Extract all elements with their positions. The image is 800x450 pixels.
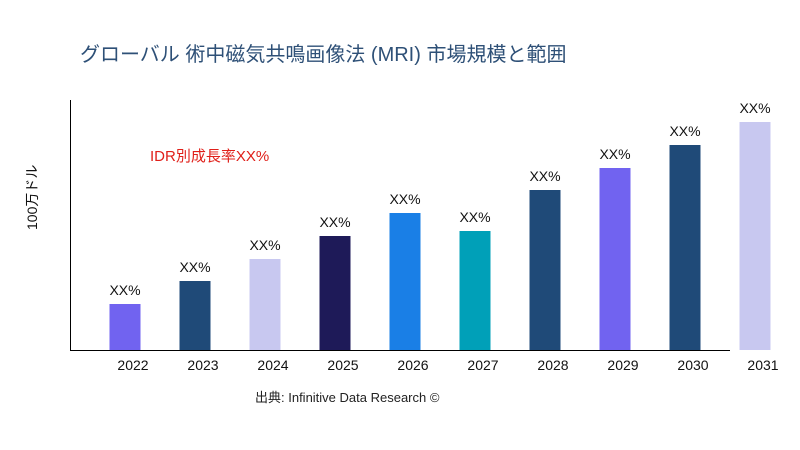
x-tick-label-2028: 2028: [537, 357, 568, 373]
x-tick-label-2025: 2025: [327, 357, 358, 373]
source-note: 出典: Infinitive Data Research ©: [255, 390, 440, 405]
bar-2023: [179, 281, 211, 350]
bar-2029: [599, 168, 631, 350]
x-tick-label-2031: 2031: [747, 357, 778, 373]
x-tick-label-2022: 2022: [117, 357, 148, 373]
bar-2027: [459, 231, 491, 350]
data-label-2025: XX%: [319, 214, 350, 230]
data-label-2031: XX%: [739, 100, 770, 116]
bar-2022: [109, 304, 141, 350]
data-label-2027: XX%: [459, 209, 490, 225]
x-tick-label-2027: 2027: [467, 357, 498, 373]
data-label-2029: XX%: [599, 146, 630, 162]
data-label-2026: XX%: [389, 191, 420, 207]
growth-annotation: IDR別成長率XX%: [150, 148, 270, 165]
bar-2025: [319, 236, 351, 350]
bar-2030: [669, 145, 701, 350]
chart-title: グローバル 術中磁気共鳴画像法 (MRI) 市場規模と範囲: [80, 44, 567, 66]
bar-2024: [249, 259, 281, 350]
bar-2031: [739, 122, 771, 350]
data-label-2030: XX%: [669, 123, 700, 139]
data-label-2022: XX%: [109, 282, 140, 298]
x-tick-label-2023: 2023: [187, 357, 218, 373]
data-label-2024: XX%: [249, 237, 280, 253]
bar-2028: [529, 190, 561, 350]
x-tick-label-2026: 2026: [397, 357, 428, 373]
x-tick-label-2029: 2029: [607, 357, 638, 373]
data-label-2023: XX%: [179, 259, 210, 275]
x-tick-label-2024: 2024: [257, 357, 288, 373]
data-label-2028: XX%: [529, 168, 560, 184]
x-tick-label-2030: 2030: [677, 357, 708, 373]
bar-2026: [389, 213, 421, 350]
